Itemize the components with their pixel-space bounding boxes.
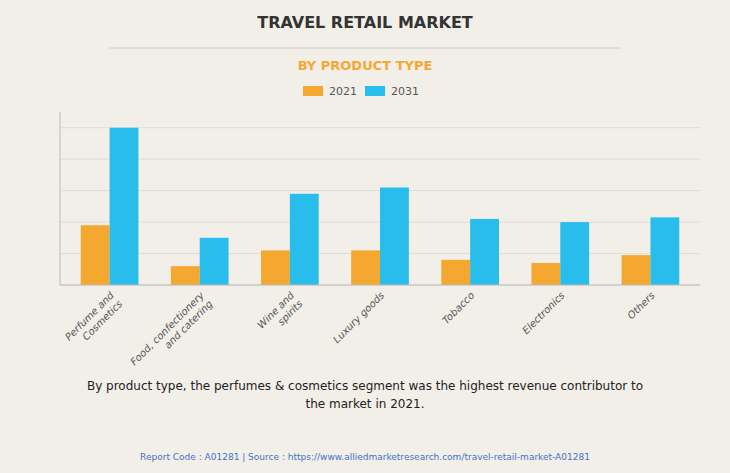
grid-line [60, 159, 700, 160]
bar [351, 250, 380, 285]
bars [81, 128, 680, 285]
bar [200, 238, 229, 285]
legend-label: 2031 [391, 85, 419, 98]
x-tick-label: Luxury goods [331, 290, 387, 346]
x-tick-label: Food, confectioneryand catering [128, 289, 215, 376]
bar [470, 219, 499, 285]
bar [560, 222, 589, 285]
legend-swatch [303, 86, 323, 96]
bar [261, 250, 290, 285]
grid-line [60, 285, 700, 286]
subtitle: BY PRODUCT TYPE [298, 58, 433, 73]
bar [290, 194, 319, 285]
background [0, 0, 730, 473]
bar [622, 255, 651, 285]
grid-line [60, 127, 700, 128]
y-axis-line [60, 112, 61, 285]
title: TRAVEL RETAIL MARKET [257, 13, 473, 32]
x-tick-label: Electronics [520, 290, 566, 336]
bar [380, 187, 409, 285]
footer-text: By product type, the perfumes & cosmetic… [87, 379, 643, 411]
x-tick-label: Perfume andCosmetics [63, 289, 125, 351]
baseline [60, 285, 700, 286]
x-tick-label: Tobacco [440, 290, 476, 326]
bar [650, 217, 679, 285]
bar [531, 263, 560, 285]
bar [171, 266, 200, 285]
legend-label: 2021 [329, 85, 357, 98]
source-text: Report Code : A01281 | Source : https://… [140, 452, 590, 462]
bar [110, 128, 139, 285]
chart: TRAVEL RETAIL MARKET BY PRODUCT TYPE Perfu… [0, 0, 730, 473]
legend: 2021 2031 [303, 85, 419, 98]
x-tick-label: Wine andspirits [255, 289, 305, 339]
bar [441, 260, 470, 285]
title-rule [110, 48, 621, 49]
legend-swatch [365, 86, 385, 96]
x-tick-label: Others [625, 290, 657, 322]
bar [81, 225, 110, 285]
